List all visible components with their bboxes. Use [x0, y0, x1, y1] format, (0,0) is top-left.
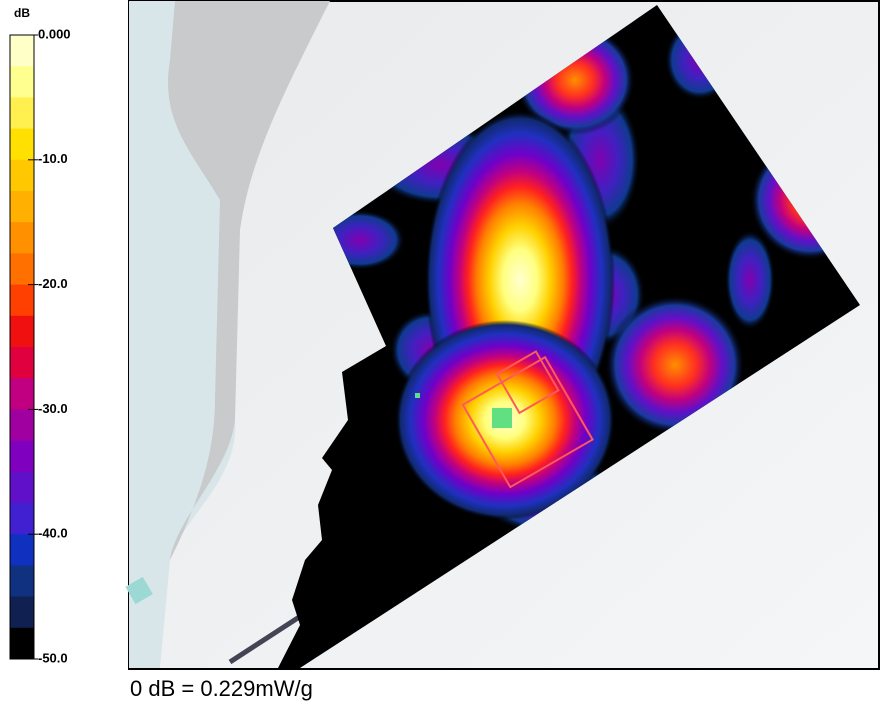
- color-band: [10, 378, 34, 410]
- color-band: [10, 191, 34, 223]
- color-band: [10, 471, 34, 504]
- colorbar-frame: [9, 34, 35, 660]
- color-band: [10, 35, 34, 67]
- colorbar-unit: dB: [14, 6, 30, 20]
- color-band: [10, 284, 34, 317]
- color-band: [10, 159, 34, 192]
- color-band: [10, 565, 34, 598]
- color-band: [10, 253, 34, 286]
- probe-markers: [461, 350, 594, 489]
- tick-label: 0.000: [38, 26, 71, 41]
- color-band: [10, 596, 34, 629]
- tick-label: -20.0: [38, 276, 68, 291]
- color-band: [10, 66, 34, 98]
- marker: [415, 393, 420, 398]
- color-band: [10, 347, 34, 379]
- color-band: [10, 128, 34, 161]
- tick-label: -10.0: [38, 151, 68, 166]
- tick-label: -50.0: [38, 650, 68, 665]
- color-band: [10, 503, 34, 535]
- color-band: [10, 440, 34, 473]
- peak-marker: [492, 408, 512, 428]
- color-band: [10, 315, 34, 348]
- tick-label: -30.0: [38, 401, 68, 416]
- color-band: [10, 409, 34, 442]
- colorbar: dB 0.000 -10.0 -20.0 -30.0 -40.0 -50.0: [9, 6, 71, 665]
- color-band: [10, 534, 34, 566]
- tick-label: -40.0: [38, 526, 68, 541]
- color-band: [10, 97, 34, 130]
- caption: 0 dB = 0.229mW/g: [130, 676, 313, 701]
- color-band: [10, 627, 34, 660]
- color-band: [10, 222, 34, 254]
